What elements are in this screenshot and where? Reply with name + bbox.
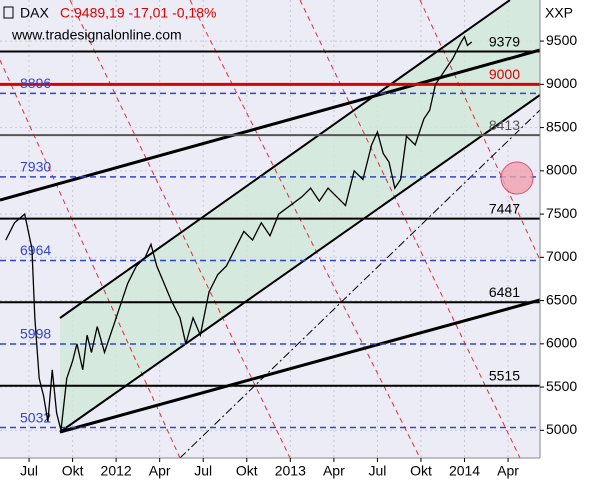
channel-fill bbox=[60, 0, 540, 432]
x-tick-label: Jul bbox=[368, 463, 386, 479]
level-label: 8896 bbox=[20, 75, 51, 91]
x-tick-label: Okt bbox=[62, 463, 84, 479]
y-tick-label: 7000 bbox=[546, 248, 577, 264]
level-label: 9379 bbox=[489, 33, 520, 49]
level-label: 6481 bbox=[489, 284, 520, 300]
x-tick-label: 2013 bbox=[275, 463, 306, 479]
x-tick-label: Jul bbox=[20, 463, 38, 479]
level-label: 7447 bbox=[489, 200, 520, 216]
x-tick-label: Okt bbox=[236, 463, 258, 479]
y-tick-label: 8000 bbox=[546, 162, 577, 178]
price-line bbox=[5, 35, 473, 431]
y-tick-label: 9500 bbox=[546, 32, 577, 48]
level-label: 5515 bbox=[489, 367, 520, 383]
marks bbox=[5, 35, 473, 431]
y-tick-label: 7500 bbox=[546, 205, 577, 221]
level-label: 6964 bbox=[20, 242, 51, 258]
chart-subtitle: C:9489,19 -17,01 -0,18% bbox=[60, 5, 216, 21]
x-tick-label: Okt bbox=[410, 463, 432, 479]
x-tick-label: Apr bbox=[149, 463, 171, 479]
y-tick-label: 5500 bbox=[546, 378, 577, 394]
y-tick-label: 9000 bbox=[546, 75, 577, 91]
level-label: 5032 bbox=[20, 409, 51, 425]
cycle-lines bbox=[0, 0, 541, 459]
y-tick-label: 6500 bbox=[546, 291, 577, 307]
x-tick-label: 2014 bbox=[449, 463, 480, 479]
target-circle bbox=[500, 161, 534, 195]
annotation: www.tradesignalonline.com bbox=[11, 27, 182, 43]
level-label: 7930 bbox=[20, 159, 51, 175]
y-tick-label: 8500 bbox=[546, 118, 577, 134]
icon bbox=[3, 6, 14, 19]
y-tick-label: 5000 bbox=[546, 421, 577, 437]
level-label: 9000 bbox=[489, 66, 520, 82]
chart-title: DAX bbox=[20, 5, 49, 21]
y-tick-label: 6000 bbox=[546, 335, 577, 351]
x-tick-label: Apr bbox=[323, 463, 345, 479]
levels: 9379900088968413793074476964648159985515… bbox=[0, 33, 540, 429]
trend-lines bbox=[0, 0, 541, 459]
level-label: 8413 bbox=[489, 117, 520, 133]
y-axis-label: XXP bbox=[545, 5, 573, 21]
x-tick-label: 2012 bbox=[101, 463, 132, 479]
x-tick-label: Apr bbox=[497, 463, 519, 479]
x-tick-label: Jul bbox=[194, 463, 212, 479]
